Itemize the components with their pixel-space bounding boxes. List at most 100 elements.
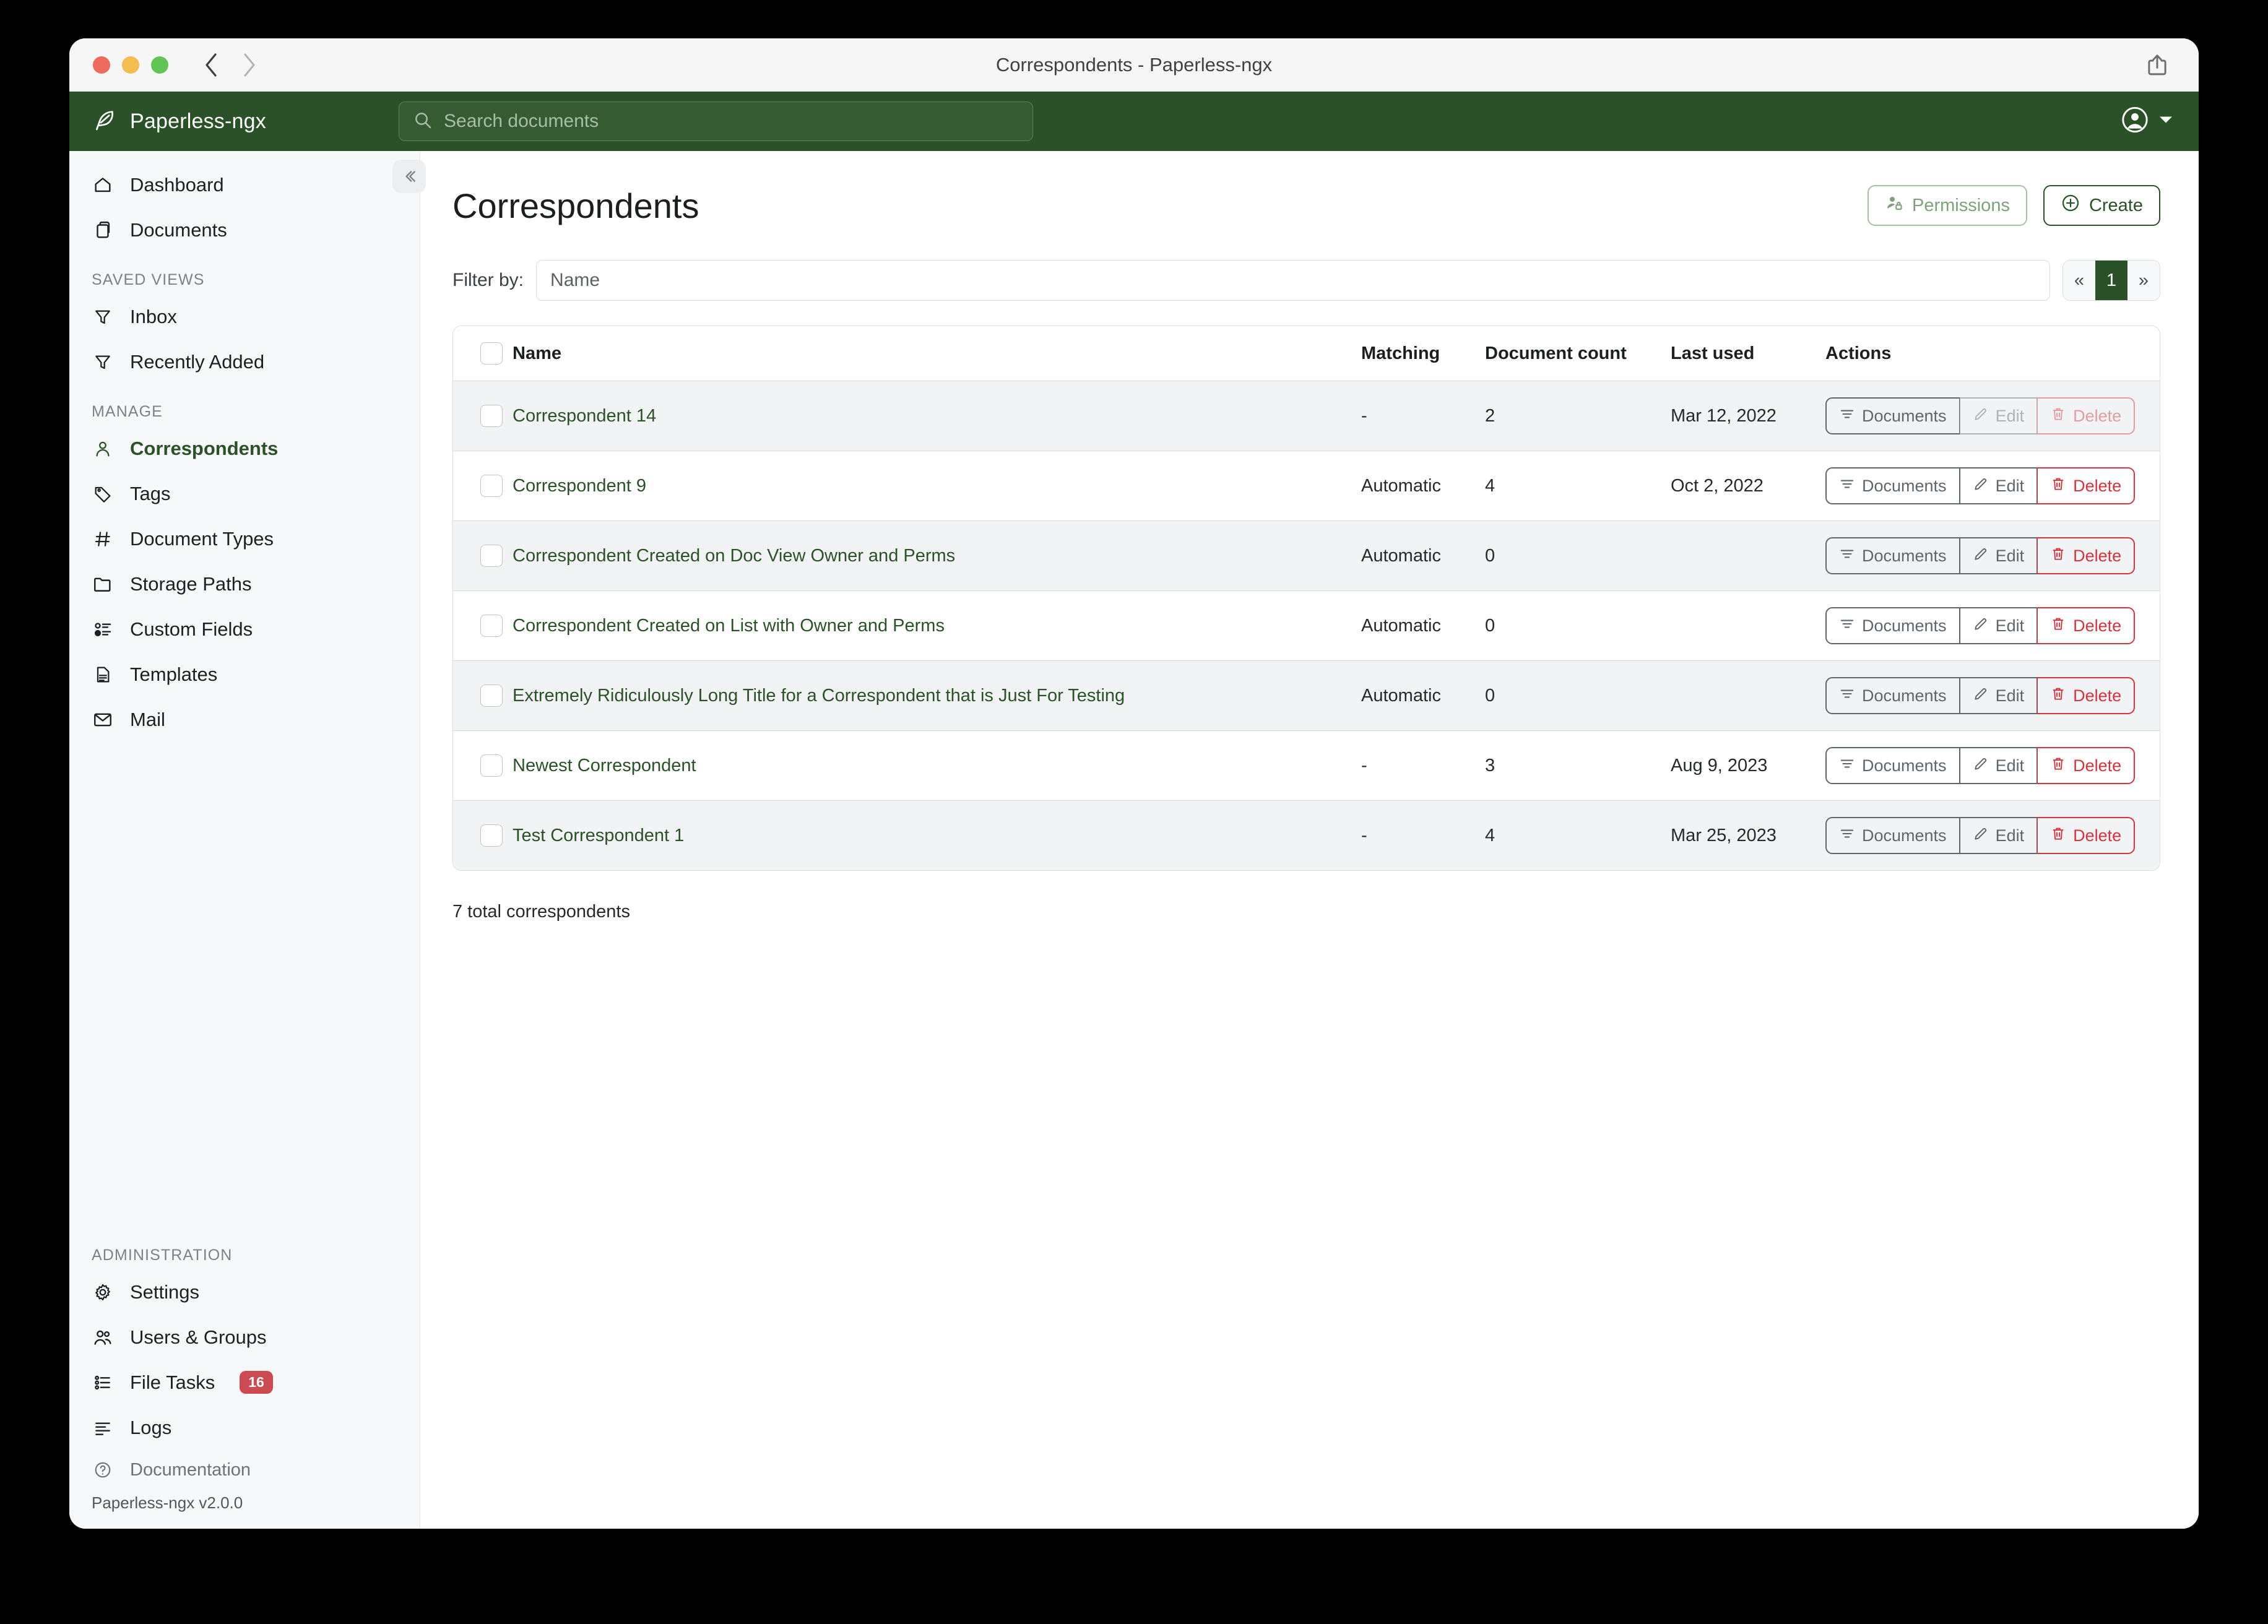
column-header-document-count[interactable]: Document count [1485, 326, 1671, 381]
sidebar-item-users-groups[interactable]: Users & Groups [69, 1315, 420, 1360]
row-documents-button[interactable]: Documents [1825, 817, 1960, 854]
share-icon[interactable] [2144, 52, 2170, 78]
row-delete-button[interactable]: Delete [2037, 677, 2136, 714]
row-action-group: Documents Edit Delete [1825, 677, 2136, 714]
row-document-count-cell: 0 [1485, 660, 1671, 731]
column-header-name[interactable]: Name [513, 326, 1361, 381]
forward-arrow-icon[interactable] [241, 52, 258, 78]
sidebar-item-templates[interactable]: Templates [69, 652, 420, 697]
sidebar-section-manage: MANAGE [92, 403, 163, 420]
row-delete-button[interactable]: Delete [2037, 537, 2136, 574]
sidebar-item-document-types[interactable]: Document Types [69, 516, 420, 561]
account-menu[interactable] [2121, 106, 2173, 137]
folder-icon [92, 574, 114, 595]
row-documents-label: Documents [1862, 756, 1947, 775]
row-edit-button[interactable]: Edit [1959, 467, 2038, 504]
correspondent-link[interactable]: Correspondent Created on List with Owner… [513, 615, 945, 636]
sidebar-item-dashboard[interactable]: Dashboard [69, 162, 420, 207]
app-brand[interactable]: Paperless-ngx [92, 108, 389, 136]
row-delete-label: Delete [2073, 546, 2122, 565]
row-checkbox[interactable] [480, 615, 503, 637]
row-name-cell: Correspondent 9 [513, 451, 1361, 521]
row-documents-button[interactable]: Documents [1825, 467, 1960, 504]
row-checkbox[interactable] [480, 685, 503, 707]
file-tasks-badge: 16 [240, 1371, 273, 1394]
row-document-count-cell: 3 [1485, 730, 1671, 801]
correspondent-link[interactable]: Extremely Ridiculously Long Title for a … [513, 685, 1125, 706]
row-checkbox[interactable] [480, 545, 503, 567]
sidebar-item-documentation[interactable]: Documentation [69, 1450, 420, 1490]
row-delete-button[interactable]: Delete [2037, 467, 2136, 504]
page-header-actions: Permissions Create [1868, 185, 2160, 226]
row-documents-button[interactable]: Documents [1825, 677, 1960, 714]
row-last-used-cell [1671, 660, 1825, 731]
correspondent-link[interactable]: Correspondent 9 [513, 475, 647, 496]
correspondent-link[interactable]: Correspondent 14 [513, 405, 657, 426]
row-documents-button[interactable]: Documents [1825, 397, 1960, 434]
row-delete-button[interactable]: Delete [2037, 747, 2136, 784]
row-matching-cell: Automatic [1361, 660, 1485, 731]
permissions-button-label: Permissions [1912, 195, 2010, 215]
column-header-last-used[interactable]: Last used [1671, 326, 1825, 381]
row-actions-cell: Documents Edit Delete [1825, 800, 2160, 870]
sidebar-item-settings[interactable]: Settings [69, 1269, 420, 1315]
row-documents-label: Documents [1862, 686, 1947, 705]
sidebar-item-documents[interactable]: Documents [69, 207, 420, 253]
correspondent-link[interactable]: Newest Correspondent [513, 755, 696, 775]
pagination-prev-button[interactable]: « [2063, 261, 2095, 300]
row-edit-button[interactable]: Edit [1959, 677, 2038, 714]
filter-name-input[interactable] [536, 260, 2050, 301]
pagination-next-button[interactable]: » [2127, 261, 2160, 300]
sidebar-item-mail[interactable]: Mail [69, 697, 420, 742]
row-checkbox[interactable] [480, 824, 503, 847]
row-checkbox[interactable] [480, 754, 503, 777]
row-action-group: Documents Edit Delete [1825, 607, 2136, 644]
row-last-used-cell: Mar 25, 2023 [1671, 800, 1825, 870]
sidebar-item-label: Custom Fields [130, 618, 253, 640]
sidebar-item-inbox[interactable]: Inbox [69, 294, 420, 339]
minimize-window-button[interactable] [122, 56, 139, 74]
row-documents-button[interactable]: Documents [1825, 537, 1960, 574]
pagination-page-1[interactable]: 1 [2095, 261, 2127, 300]
row-actions-cell: Documents Edit Delete [1825, 520, 2160, 591]
column-header-matching[interactable]: Matching [1361, 326, 1485, 381]
row-edit-button[interactable]: Edit [1959, 607, 2038, 644]
sidebar-item-file-tasks[interactable]: File Tasks 16 [69, 1360, 420, 1405]
row-delete-button[interactable]: Delete [2037, 607, 2136, 644]
sidebar-item-custom-fields[interactable]: Custom Fields [69, 607, 420, 652]
row-actions-cell: Documents Edit Delete [1825, 381, 2160, 451]
correspondent-link[interactable]: Correspondent Created on Doc View Owner … [513, 545, 956, 566]
pencil-icon [1973, 826, 1989, 846]
row-name-cell: Extremely Ridiculously Long Title for a … [513, 660, 1361, 731]
row-checkbox[interactable] [480, 405, 503, 427]
row-edit-button[interactable]: Edit [1959, 537, 2038, 574]
sidebar-collapse-button[interactable] [392, 160, 426, 193]
row-documents-button[interactable]: Documents [1825, 747, 1960, 784]
create-button[interactable]: Create [2043, 185, 2160, 226]
row-edit-button[interactable]: Edit [1959, 817, 2038, 854]
sidebar-section-saved-views: SAVED VIEWS [92, 271, 205, 288]
sidebar-item-tags[interactable]: Tags [69, 471, 420, 516]
sidebar-item-correspondents[interactable]: Correspondents [69, 426, 420, 471]
sidebar-item-label: Documents [130, 218, 227, 241]
row-checkbox[interactable] [480, 475, 503, 497]
pencil-icon [1973, 406, 1989, 426]
row-delete-button[interactable]: Delete [2037, 817, 2136, 854]
permissions-button[interactable]: Permissions [1868, 185, 2027, 226]
browser-window: Correspondents - Paperless-ngx Paperless… [69, 38, 2199, 1529]
select-all-checkbox[interactable] [480, 342, 503, 365]
back-arrow-icon[interactable] [203, 52, 219, 78]
global-search-box[interactable]: Search documents [399, 102, 1033, 141]
pencil-icon [1973, 546, 1989, 566]
row-edit-button[interactable]: Edit [1959, 747, 2038, 784]
sidebar-item-recently-added[interactable]: Recently Added [69, 339, 420, 384]
sidebar-item-storage-paths[interactable]: Storage Paths [69, 561, 420, 607]
row-name-cell: Newest Correspondent [513, 730, 1361, 801]
correspondent-link[interactable]: Test Correspondent 1 [513, 825, 685, 845]
row-name-cell: Correspondent Created on List with Owner… [513, 590, 1361, 661]
window-title: Correspondents - Paperless-ngx [995, 53, 1273, 76]
row-documents-button[interactable]: Documents [1825, 607, 1960, 644]
sidebar-item-logs[interactable]: Logs [69, 1405, 420, 1450]
close-window-button[interactable] [93, 56, 110, 74]
zoom-window-button[interactable] [151, 56, 168, 74]
